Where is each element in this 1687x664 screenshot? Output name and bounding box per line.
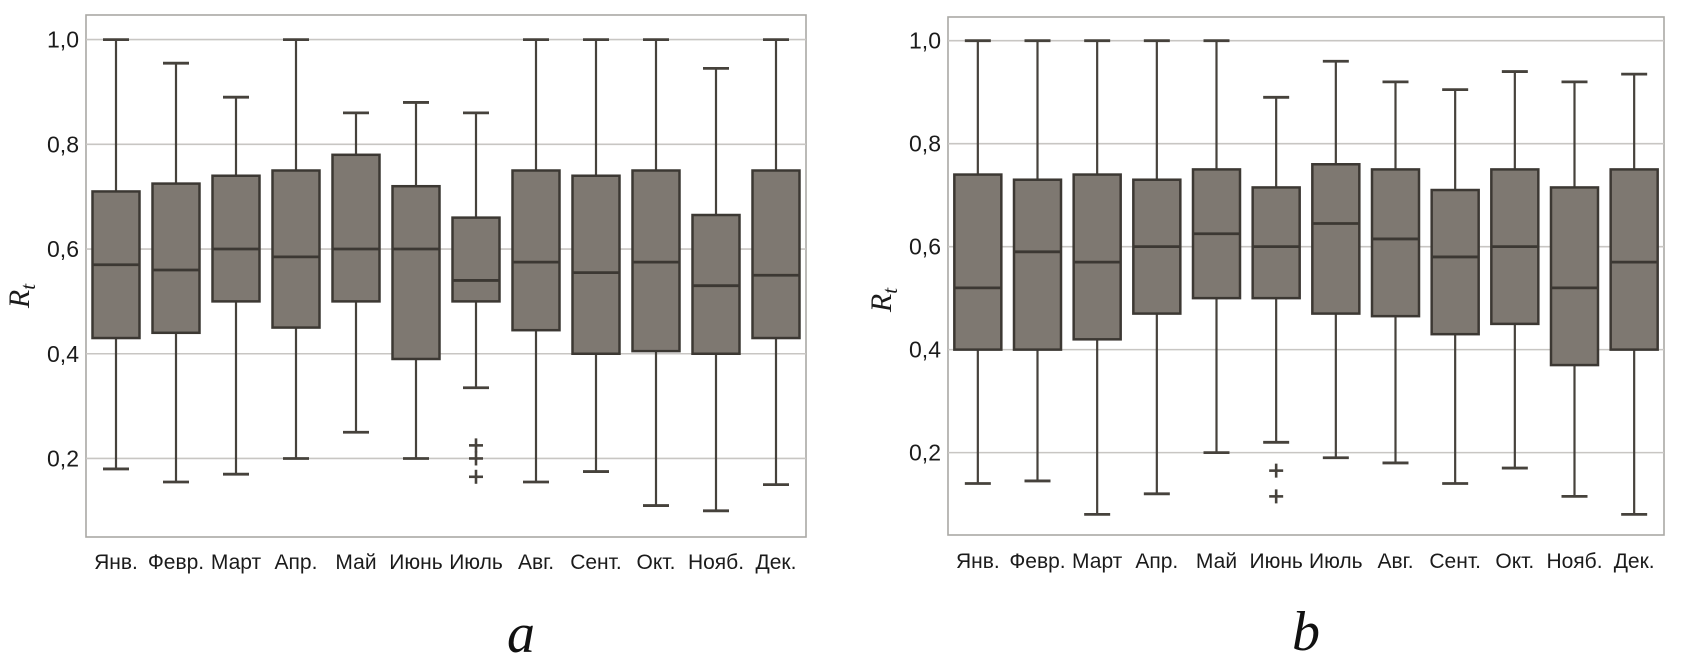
y-axis-title-b: Rt [865, 287, 902, 313]
x-tick-label: Май [335, 551, 376, 574]
iqr-box [751, 169, 801, 340]
x-tick-label: Авг. [1377, 550, 1413, 573]
iqr-box [571, 174, 621, 356]
y-tick-label: 0,2 [909, 440, 941, 466]
iqr-box [1430, 188, 1480, 336]
x-tick-label: Июль [449, 551, 503, 574]
y-tick-label: 0,6 [47, 236, 79, 262]
iqr-box [1311, 163, 1361, 315]
x-tick-label: Июнь [389, 551, 442, 574]
y-tick-label: 0,6 [909, 234, 941, 260]
x-tick-label: Дек. [756, 551, 797, 574]
y-tick-label: 0,4 [909, 337, 941, 363]
iqr-box [1549, 186, 1600, 367]
plot-border [85, 14, 807, 538]
iqr-box [1370, 168, 1421, 318]
y-axis-title-a: Rt [3, 283, 40, 309]
x-tick-label: Окт. [637, 551, 676, 574]
x-tick-label: Сент. [1429, 550, 1481, 573]
y-axis-title-b-main: R [865, 293, 898, 313]
x-tick-label: Янв. [94, 551, 138, 574]
x-tick-label: Июнь [1249, 550, 1302, 573]
y-tick-label: 0,8 [47, 131, 79, 157]
y-tick-label: 0,8 [909, 131, 941, 157]
iqr-box [1012, 178, 1063, 351]
x-tick-label: Июль [1309, 550, 1363, 573]
panel-caption-b: b [1292, 601, 1320, 663]
x-tick-label: Янв. [956, 550, 1000, 573]
iqr-box [151, 182, 201, 335]
x-tick-label: Май [1196, 550, 1237, 573]
y-tick-label: 1,0 [47, 27, 79, 53]
x-tick-label: Окт. [1495, 550, 1534, 573]
x-tick-label: Апр. [275, 551, 318, 574]
x-tick-label: Март [1072, 550, 1123, 573]
plot-border [947, 16, 1665, 536]
iqr-box [271, 169, 321, 329]
iqr-box [511, 169, 561, 332]
iqr-box [1609, 168, 1659, 351]
x-tick-label: Март [211, 551, 262, 574]
x-tick-label: Нояб. [688, 551, 744, 574]
iqr-box [953, 173, 1003, 351]
iqr-box [391, 184, 441, 361]
y-axis-title-b-sub: t [878, 287, 902, 294]
y-tick-label: 0,4 [47, 341, 79, 367]
iqr-box [331, 153, 381, 303]
y-axis-title-a-main: R [3, 289, 36, 309]
x-tick-label: Сент. [570, 551, 622, 574]
x-tick-label: Авг. [518, 551, 554, 574]
iqr-box [451, 216, 501, 303]
x-tick-label: Дек. [1614, 550, 1655, 573]
y-tick-label: 0,2 [47, 445, 79, 471]
iqr-box [1072, 173, 1122, 341]
x-tick-label: Нояб. [1546, 550, 1602, 573]
y-tick-label: 1,0 [909, 28, 941, 54]
panel-caption-a: a [507, 603, 535, 664]
y-axis-title-a-sub: t [16, 283, 40, 290]
x-tick-label: Апр. [1135, 550, 1178, 573]
iqr-box [211, 174, 261, 303]
x-tick-label: Февр. [148, 551, 204, 574]
x-tick-label: Февр. [1009, 550, 1065, 573]
iqr-box [1251, 186, 1301, 300]
